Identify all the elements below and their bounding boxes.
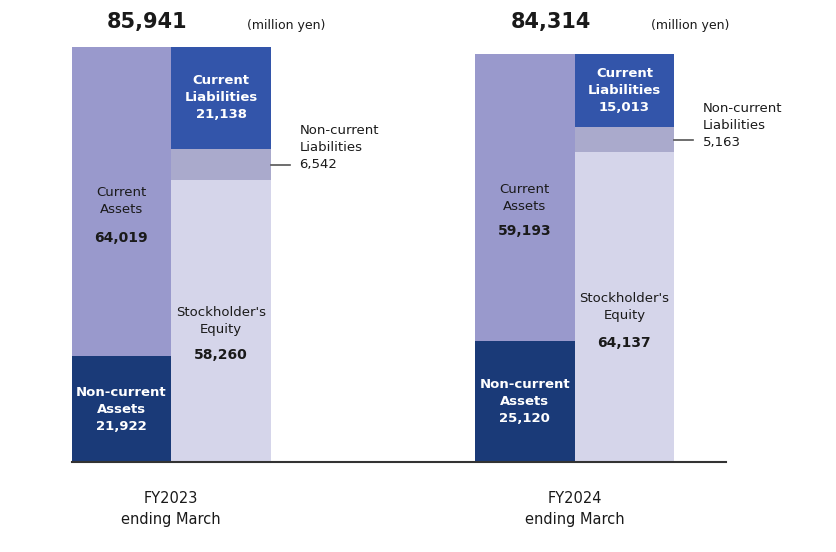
Text: FY2023
ending March: FY2023 ending March: [121, 491, 221, 527]
Text: 59,193: 59,193: [498, 225, 552, 238]
Text: 58,260: 58,260: [194, 348, 248, 362]
Bar: [72, 356, 171, 462]
Text: FY2024
ending March: FY2024 ending March: [525, 491, 624, 527]
Text: Stockholder's
Equity: Stockholder's Equity: [579, 292, 670, 322]
Text: (million yen): (million yen): [247, 19, 325, 32]
Text: Current
Assets: Current Assets: [96, 187, 146, 216]
Text: Current
Assets: Current Assets: [500, 183, 550, 213]
Text: Stockholder's
Equity: Stockholder's Equity: [176, 306, 266, 336]
Bar: [475, 55, 574, 341]
Bar: [171, 46, 271, 149]
Text: 64,137: 64,137: [598, 336, 651, 351]
Text: 85,941: 85,941: [107, 12, 188, 32]
Bar: [171, 181, 271, 462]
Text: Non-current
Liabilities
5,163: Non-current Liabilities 5,163: [703, 102, 782, 148]
Bar: [475, 341, 574, 462]
Text: 64,019: 64,019: [94, 231, 148, 245]
Bar: [72, 46, 171, 356]
Bar: [574, 127, 675, 152]
Text: Non-current
Liabilities
6,542: Non-current Liabilities 6,542: [299, 124, 379, 171]
Text: Non-current
Assets
25,120: Non-current Assets 25,120: [480, 378, 570, 425]
Text: Non-current
Assets
21,922: Non-current Assets 21,922: [76, 386, 166, 433]
Bar: [171, 149, 271, 181]
Bar: [574, 55, 675, 127]
Bar: [574, 152, 675, 462]
Text: 84,314: 84,314: [511, 12, 591, 32]
Text: Current
Liabilities
21,138: Current Liabilities 21,138: [185, 74, 257, 121]
Text: (million yen): (million yen): [650, 19, 729, 32]
Text: Current
Liabilities
15,013: Current Liabilities 15,013: [588, 67, 661, 114]
